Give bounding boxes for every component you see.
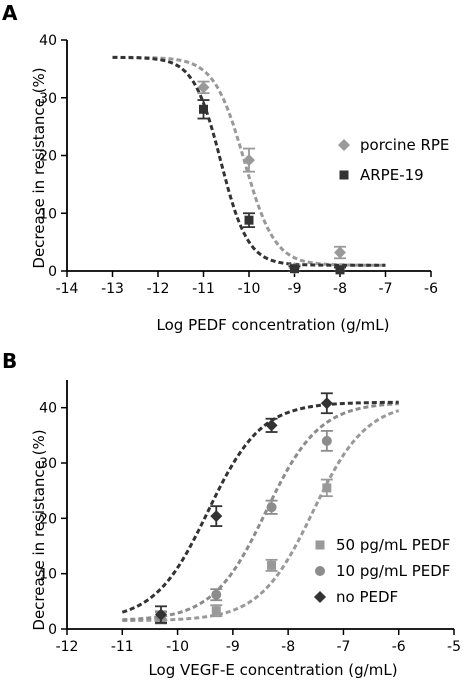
panel-b: B Decrease in resistance (%) Log VEGF-E … [2,349,461,679]
panel-a-x-tick-label: -12 [147,281,170,297]
panel-a-y-tick-label: 30 [39,91,57,107]
panel-a-y-tick-label: 20 [39,149,57,165]
panel-a: A Decrease in resistance (%) Log PEDF co… [2,1,449,334]
panel-b-letter: B [2,349,17,373]
panel-a-fit-curve-1 [112,55,386,267]
panel-a-y-axis-title: Decrease in resistance (%) [30,67,48,268]
panel-a-x-tick-label: -9 [288,281,302,297]
panel-b-y-tick-label: 10 [39,567,57,583]
panel-a-plot-area: -14 -13 -12 -11 -10 -9 -8 -7 -6 0 10 20 30 40 porcine … [39,33,449,297]
panel-b-y-tick-label: 0 [48,622,57,638]
panel-b-legend-marker [315,540,325,550]
panel-a-data-point [335,265,345,275]
panel-b-legend-label: no PEDF [336,588,398,606]
panel-b-legend-label: 10 pg/mL PEDF [336,562,450,580]
panel-b-x-axis-title: Log VEGF-E concentration (g/mL) [148,661,397,679]
panel-b-data-point [265,419,278,432]
panel-a-letter: A [2,1,18,25]
panel-b-data-point [211,606,221,616]
panel-a-fit-curve-0 [112,55,386,267]
panel-b-fit-curve-0 [122,409,400,622]
panel-b-data-point [210,510,223,523]
panel-b-x-tick-label: -8 [281,639,295,655]
panel-b-x-tick-label: -5 [447,639,461,655]
panel-a-data-point [244,215,254,225]
panel-a-x-tick-label: -13 [101,281,124,297]
panel-b-legend-marker [314,591,326,603]
panel-a-legend-marker [339,170,349,180]
panel-a-y-tick-label: 40 [39,33,57,49]
panel-b-y-tick-label: 20 [39,511,57,527]
panel-b-y-axis-title: Decrease in resistance (%) [30,429,48,630]
panel-b-x-tick-label: -9 [226,639,240,655]
panel-a-y-tick-label: 0 [48,264,57,280]
panel-b-data-point [322,483,332,493]
panel-b-data-point [321,435,332,446]
panel-a-x-tick-label: -11 [192,281,215,297]
panel-b-fit-curve-2 [121,400,399,614]
panel-b-data-point [154,608,167,621]
panel-a-x-axis-title: Log PEDF concentration (g/mL) [157,316,390,334]
panel-b-fit-curve-1 [122,402,399,622]
panel-a-data-point [290,264,299,274]
panel-a-data-point [334,246,346,259]
panel-a-data-point [197,81,210,94]
panel-b-x-tick-label: -6 [392,639,406,655]
panel-a-data-point [199,104,208,114]
panel-b-plot-area: -12 -11 -10 -9 -8 -7 -6 -5 0 10 20 30 40 50 pg/mL PED… [39,380,461,655]
panel-b-x-tick-label: -7 [336,639,350,655]
panel-a-legend-label: porcine RPE [360,136,449,154]
panel-a-data-point [243,154,255,167]
panel-a-x-tick-label: -14 [56,281,79,297]
panel-b-data-point [211,589,222,600]
panel-b-x-tick-label: -10 [166,639,189,655]
panel-b-y-tick-label: 30 [39,456,57,472]
panel-a-legend-label: ARPE-19 [360,166,424,184]
panel-b-legend-label: 50 pg/mL PEDF [336,536,450,554]
panel-a-legend-marker [338,139,350,151]
panel-b-data-point [266,502,277,513]
panel-a-x-tick-label: -7 [379,281,393,297]
panel-b-legend-marker [315,566,325,576]
panel-a-x-tick-label: -8 [333,281,347,297]
panel-b-y-tick-label: 40 [39,401,57,417]
panel-b-data-point [267,560,277,570]
panel-b-data-point [320,397,333,410]
panel-a-y-tick-label: 10 [39,206,57,222]
panel-a-x-tick-label: -10 [238,281,261,297]
panel-b-x-tick-label: -12 [56,639,79,655]
panel-b-x-tick-label: -11 [111,639,134,655]
panel-a-x-tick-label: -6 [424,281,438,297]
